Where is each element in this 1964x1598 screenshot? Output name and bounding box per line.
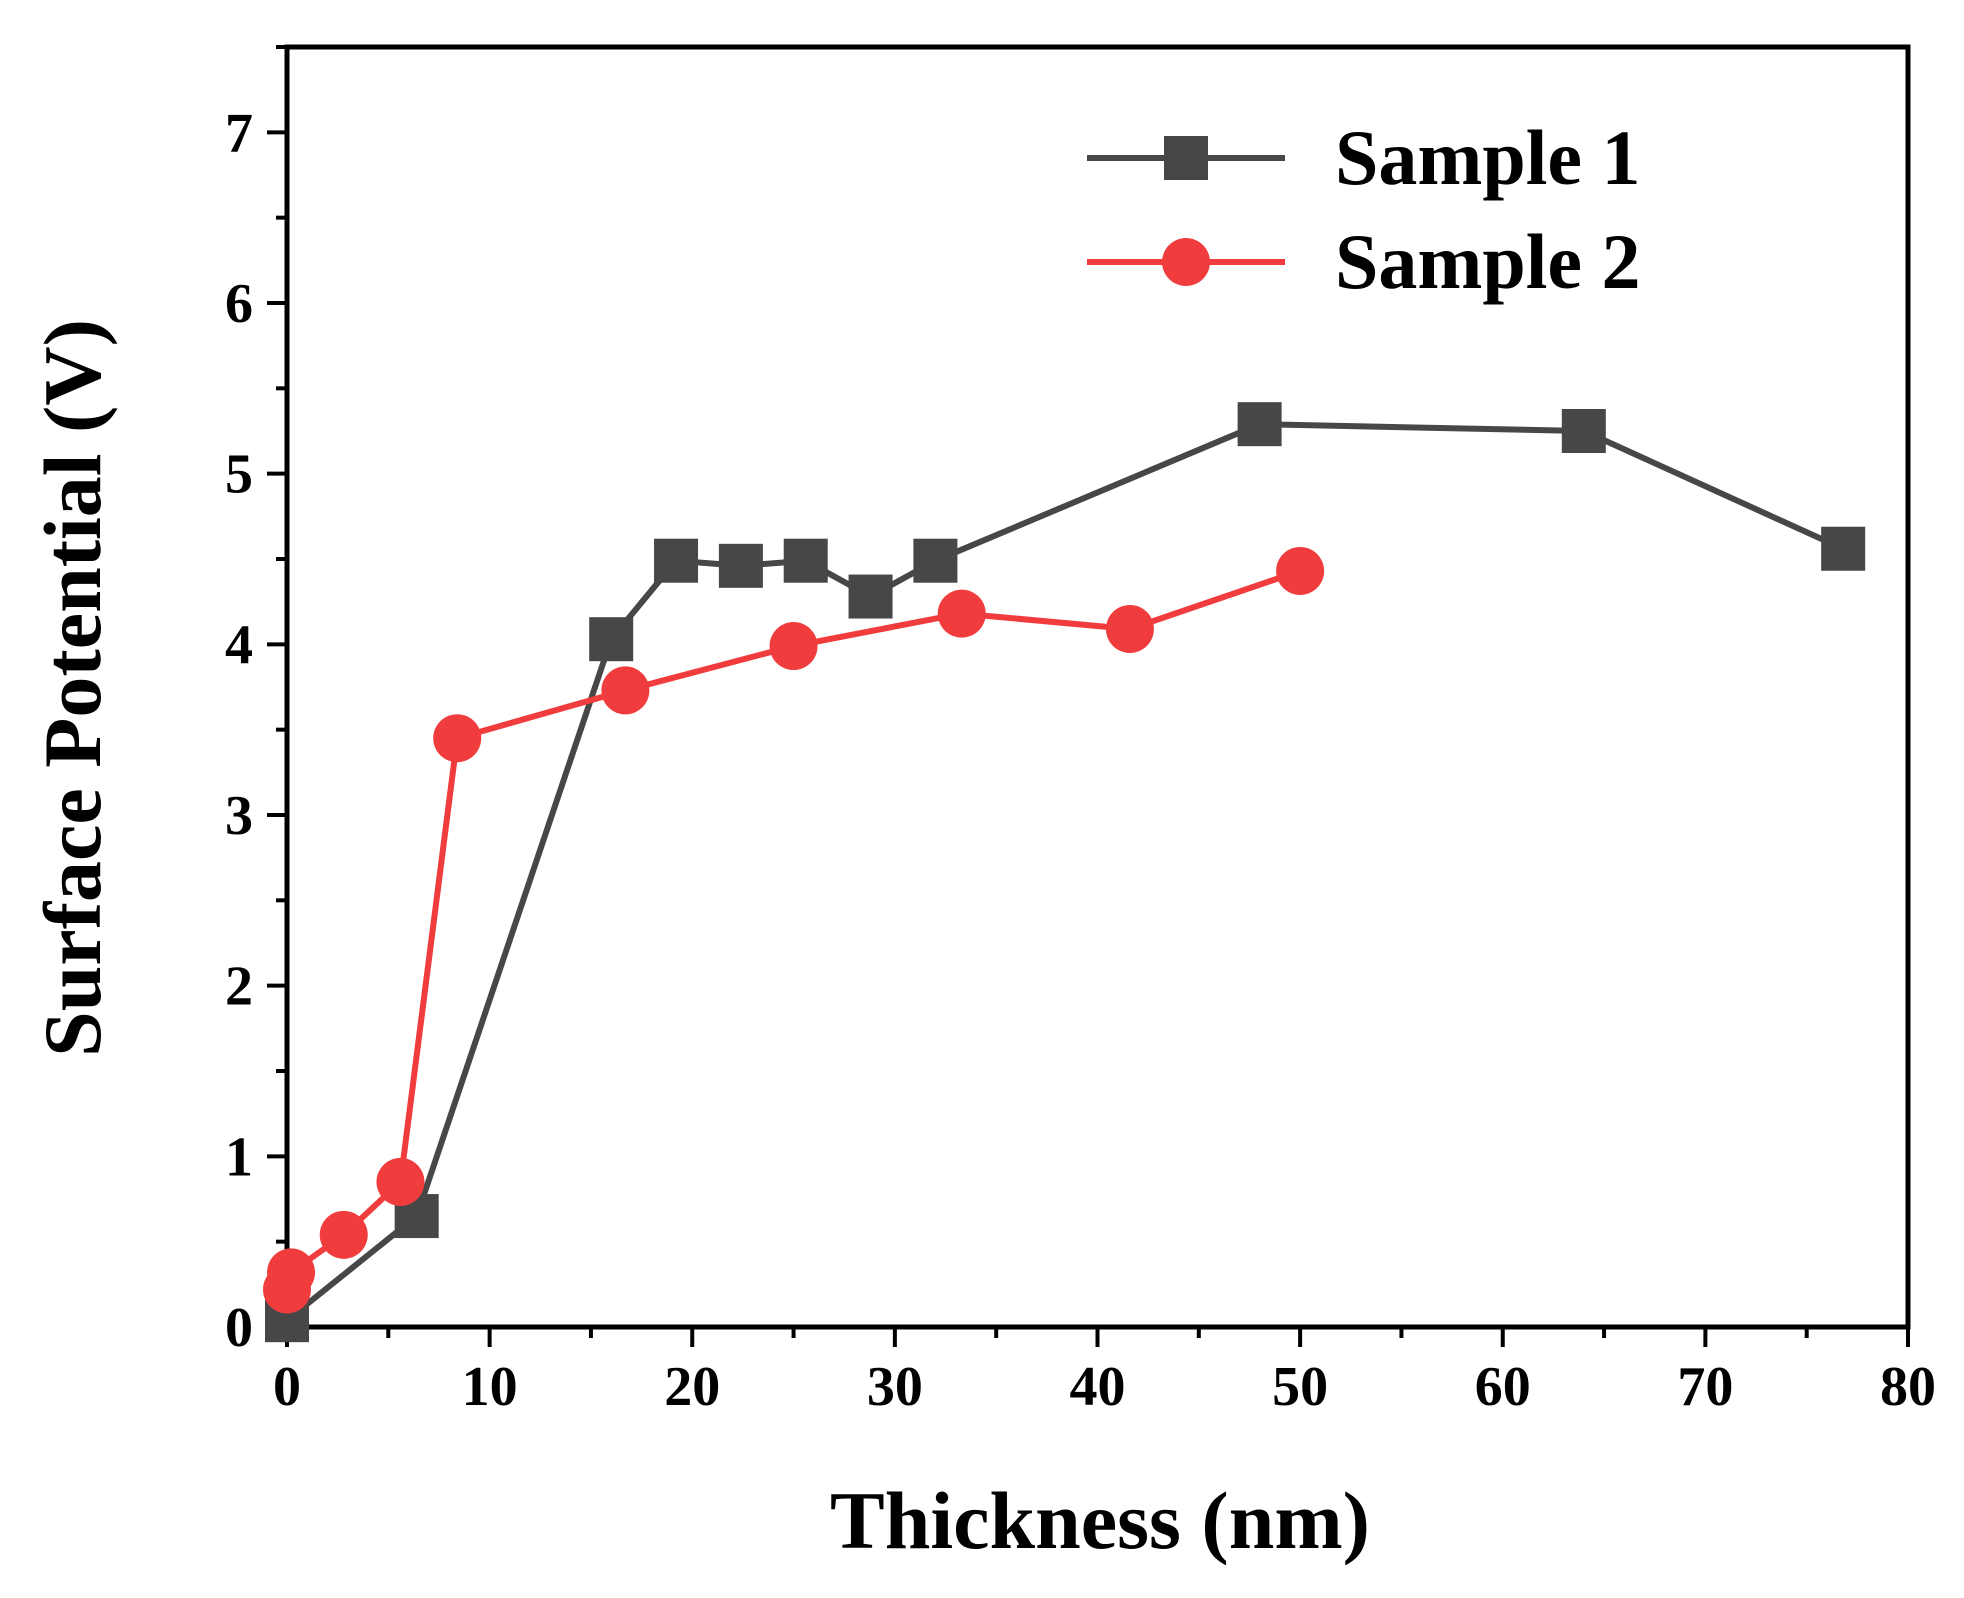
y-axis-title: Surface Potential (V) bbox=[27, 319, 118, 1057]
series-2-point bbox=[1105, 604, 1154, 653]
series-2-point bbox=[601, 666, 650, 715]
series-2 bbox=[263, 546, 1325, 1314]
y-tick-label: 7 bbox=[225, 102, 253, 164]
x-tick-label: 40 bbox=[1070, 1356, 1126, 1418]
series-2-point bbox=[937, 589, 986, 638]
legend: Sample 1 Sample 2 bbox=[1087, 114, 1641, 305]
series-2-point bbox=[376, 1157, 425, 1206]
x-axis-title: Thickness (nm) bbox=[830, 1475, 1370, 1566]
series-2-point bbox=[319, 1210, 368, 1259]
series-1-point bbox=[654, 538, 699, 583]
axes-layer: 0 10 20 30 40 50 60 70 80 0 1 2 3 4 5 6 7 bbox=[225, 44, 1936, 1418]
y-tick-label: 0 bbox=[225, 1297, 253, 1359]
x-tick-label: 70 bbox=[1677, 1356, 1733, 1418]
y-tick-label: 5 bbox=[225, 444, 253, 506]
series-1 bbox=[265, 402, 1866, 1343]
series-2-point bbox=[769, 622, 818, 671]
x-tick-label: 30 bbox=[867, 1356, 923, 1418]
series-1-point bbox=[718, 543, 763, 588]
series-layer bbox=[263, 402, 1866, 1343]
y-tick-label: 2 bbox=[225, 956, 253, 1018]
series-2-point bbox=[433, 714, 482, 763]
y-tick-label: 1 bbox=[225, 1126, 253, 1188]
series-1-point bbox=[589, 617, 634, 662]
series-1-point bbox=[1821, 526, 1866, 571]
legend-label-2: Sample 2 bbox=[1335, 218, 1641, 305]
x-tick-label: 80 bbox=[1880, 1356, 1936, 1418]
series-2-point bbox=[267, 1248, 316, 1297]
legend-label-1: Sample 1 bbox=[1335, 114, 1641, 201]
legend-marker-2 bbox=[1162, 238, 1210, 286]
series-1-point bbox=[783, 538, 828, 583]
series-2-line bbox=[284, 568, 1302, 1291]
series-2-point bbox=[1276, 546, 1325, 595]
plot-frame bbox=[284, 44, 1911, 1330]
y-tick-label: 3 bbox=[225, 785, 253, 847]
x-tick-label: 60 bbox=[1475, 1356, 1531, 1418]
x-tick-label: 20 bbox=[664, 1356, 720, 1418]
series-1-line bbox=[285, 421, 1845, 1323]
y-tick-label: 6 bbox=[225, 273, 253, 335]
legend-marker-1 bbox=[1164, 136, 1208, 180]
series-1-point bbox=[913, 538, 958, 583]
series-1-point bbox=[1237, 402, 1282, 447]
series-1-point bbox=[1561, 409, 1606, 453]
x-tick-label: 0 bbox=[273, 1356, 301, 1418]
x-tick-label: 50 bbox=[1272, 1356, 1328, 1418]
series-1-point bbox=[848, 574, 893, 619]
y-tick-label: 4 bbox=[225, 614, 253, 676]
x-tick-label: 10 bbox=[462, 1356, 518, 1418]
